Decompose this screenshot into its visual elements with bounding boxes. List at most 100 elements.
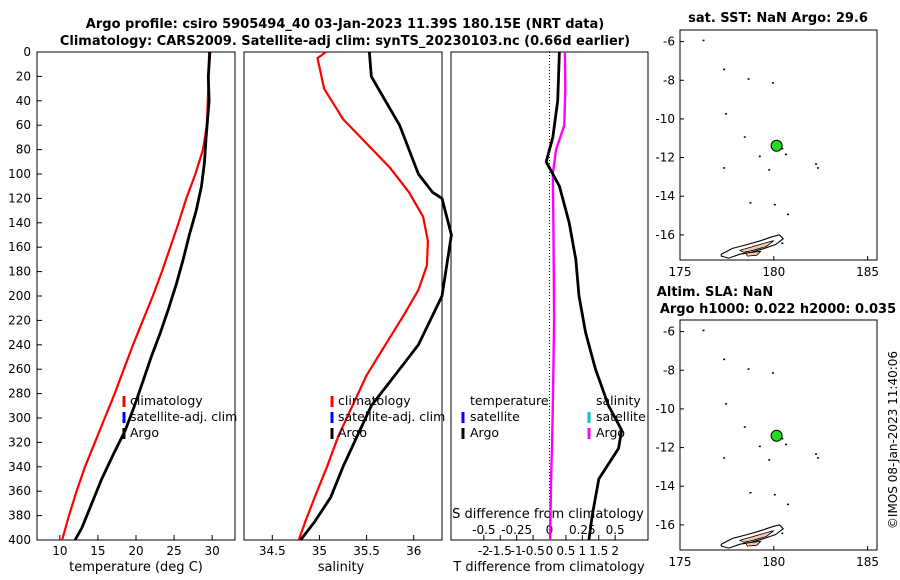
x-tick-label: -2: [478, 544, 490, 558]
s-tick-label: -0.25: [501, 523, 532, 537]
s-tick-label: 0.5: [606, 523, 625, 537]
island: [723, 167, 726, 169]
depth-tick-label: 360: [8, 484, 31, 498]
legend-salinity: salinity: [596, 393, 641, 408]
sst-map-panel: [679, 29, 878, 261]
island: [771, 82, 774, 84]
depth-tick-label: 80: [16, 143, 31, 157]
legend-satellite: satellite-adj. clim: [338, 409, 445, 424]
island: [816, 457, 819, 459]
sla-map-title-2: Argo h1000: 0.022 h2000: 0.035: [660, 302, 896, 317]
sla-map-panel: [679, 319, 878, 551]
s-tick-label: -0.5: [472, 523, 495, 537]
island-reef-2: [745, 250, 762, 257]
x-tick-label: 35: [312, 544, 327, 558]
island: [758, 155, 761, 158]
island: [702, 329, 705, 332]
island: [768, 169, 771, 171]
map-y-tick-label: -16: [655, 518, 675, 532]
temperature-legend: climatology satellite-adj. clim Argo: [122, 393, 237, 440]
island: [749, 202, 752, 204]
x-tick-label: 30: [205, 544, 220, 558]
depth-tick-label: 0: [23, 45, 31, 59]
x-tick-label: -1.5: [489, 544, 512, 558]
map-y-tick-label: -6: [663, 35, 675, 49]
salinity-difference-line: [549, 51, 567, 541]
depth-tick-label: 180: [8, 265, 31, 279]
x-tick-label: -1: [511, 544, 523, 558]
legend-satellite: satellite-adj. clim: [130, 409, 237, 424]
sst-map: 175 180 185 -6 -8 -10 -12 -14 -16: [655, 35, 879, 279]
map-y-tick-label: -12: [655, 151, 675, 165]
depth-tick-label: 260: [8, 362, 31, 376]
depth-axis: 0 20 40 60 80 100 120 140 160 180 200 220 240 260 280 3…: [8, 45, 42, 547]
map-y-tick-label: -8: [663, 73, 675, 87]
legend-s-argo: Argo: [596, 425, 625, 440]
temperature-panel: [36, 51, 236, 541]
temperature-argo-line: [73, 51, 212, 541]
island: [725, 113, 728, 115]
x-tick-label: 1.5: [589, 544, 608, 558]
depth-tick-label: 340: [8, 460, 31, 474]
map-x-tick-label: 175: [669, 555, 692, 569]
island: [773, 493, 776, 496]
island: [723, 457, 726, 459]
island: [781, 147, 784, 150]
x-tick-label: -0.5: [521, 544, 544, 558]
x-tick-label: 2: [611, 544, 619, 558]
island: [771, 372, 774, 374]
map-x-tick-label: 180: [762, 555, 785, 569]
title-line-2: Climatology: CARS2009. Satellite-adj cli…: [60, 34, 630, 49]
map-y-tick-label: -6: [663, 325, 675, 339]
island: [785, 443, 788, 446]
sst-map-title: sat. SST: NaN Argo: 29.6: [688, 11, 868, 26]
temperature-difference-line: [544, 51, 624, 541]
island: [773, 203, 776, 206]
map-y-tick-label: -10: [655, 402, 675, 416]
x-tick-label: 36: [406, 544, 421, 558]
temperature-xlabel: temperature (deg C): [69, 560, 203, 575]
map-y-tick-label: -14: [655, 189, 675, 203]
sla-map: 175 180 185 -6 -8 -10 -12 -14 -16: [655, 325, 879, 569]
x-tick-label: 25: [166, 544, 181, 558]
map-x-tick-label: 180: [762, 265, 785, 279]
depth-tick-label: 100: [8, 167, 31, 181]
s-difference-label: S difference from climatology: [452, 507, 644, 522]
x-tick-label: 35.5: [353, 544, 380, 558]
island-reef: [738, 530, 775, 543]
legend-argo: Argo: [130, 425, 159, 440]
x-tick-label: 1: [579, 544, 587, 558]
island: [723, 358, 726, 361]
map-x-tick-label: 185: [856, 555, 879, 569]
island: [747, 78, 750, 80]
island: [702, 39, 705, 42]
map-y-tick-label: -12: [655, 441, 675, 455]
depth-tick-label: 160: [8, 240, 31, 254]
island: [723, 68, 726, 71]
island: [781, 437, 784, 440]
depth-tick-label: 280: [8, 387, 31, 401]
island: [743, 426, 746, 428]
salinity-xlabel: salinity: [318, 560, 365, 575]
salinity-x-axis: 34.5 35 35.5 36: [259, 535, 421, 558]
island: [815, 453, 818, 455]
sla-map-title-1: Altim. SLA: NaN: [657, 285, 773, 300]
legend-t-argo: Argo: [470, 425, 499, 440]
island: [781, 532, 784, 535]
credit-text: ©IMOS 08-Jan-2023 11:40:06: [886, 351, 900, 529]
island: [815, 163, 818, 165]
map-x-tick-label: 185: [856, 265, 879, 279]
island: [816, 167, 819, 169]
x-tick-label: 0: [546, 544, 554, 558]
depth-tick-label: 200: [8, 289, 31, 303]
island: [781, 242, 784, 245]
island: [786, 213, 789, 216]
map-y-tick-label: -8: [663, 363, 675, 377]
depth-tick-label: 140: [8, 216, 31, 230]
legend-s-satellite: satellite: [596, 409, 646, 424]
island: [786, 503, 789, 506]
legend-argo: Argo: [338, 425, 367, 440]
title-line-1: Argo profile: csiro 5905494_40 03-Jan-20…: [86, 17, 604, 32]
depth-tick-label: 300: [8, 411, 31, 425]
